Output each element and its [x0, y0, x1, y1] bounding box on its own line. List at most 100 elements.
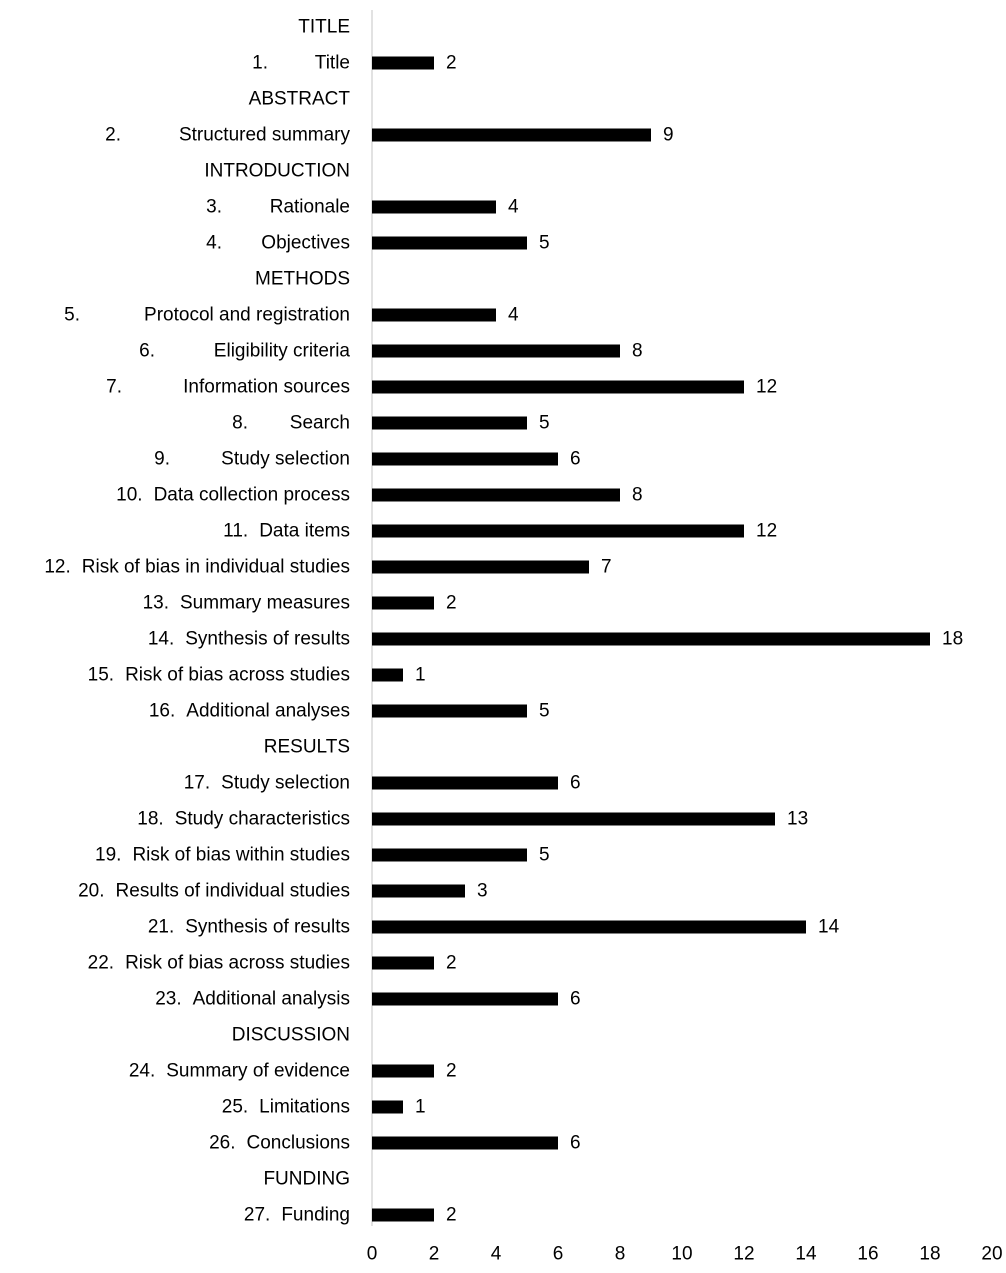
item-label: Risk of bias across studies [125, 953, 350, 974]
bar [372, 1208, 434, 1222]
item-number: 21. [148, 917, 174, 938]
item-label: Conclusions [247, 1133, 351, 1154]
item-number: 17. [184, 773, 210, 794]
item-number: 1. [252, 53, 268, 74]
section-header: DISCUSSION [232, 1025, 350, 1046]
bar [372, 668, 403, 682]
data-label: 4 [508, 305, 519, 326]
data-label: 8 [632, 485, 643, 506]
item-number: 4. [206, 233, 222, 254]
bar [372, 1136, 558, 1150]
bar [372, 56, 434, 70]
bar [372, 632, 930, 646]
item-label: Protocol and registration [144, 305, 350, 326]
x-tick-label: 12 [733, 1244, 754, 1265]
item-label: Study selection [221, 449, 350, 470]
item-label: Data collection process [154, 485, 350, 506]
data-label: 2 [446, 53, 457, 74]
item-number: 26. [209, 1133, 235, 1154]
item-label: Study selection [221, 773, 350, 794]
data-label: 2 [446, 953, 457, 974]
item-number: 12. [44, 557, 70, 578]
x-tick-label: 2 [429, 1244, 440, 1265]
item-label: Funding [281, 1205, 350, 1226]
x-tick-label: 20 [981, 1244, 1002, 1265]
item-number: 8. [232, 413, 248, 434]
item-number: 25. [222, 1097, 248, 1118]
item-label: Synthesis of results [185, 629, 350, 650]
item-number: 10. [116, 485, 142, 506]
section-header: METHODS [255, 269, 350, 290]
item-number: 23. [155, 989, 181, 1010]
bar [372, 812, 775, 826]
bar [372, 956, 434, 970]
data-label: 8 [632, 341, 643, 362]
item-label: Risk of bias across studies [125, 665, 350, 686]
bar [372, 488, 620, 502]
item-number: 2. [105, 125, 121, 146]
bar [372, 1064, 434, 1078]
item-label: Risk of bias within studies [132, 845, 350, 866]
bar [372, 416, 527, 430]
item-label: Structured summary [179, 125, 351, 146]
data-label: 6 [570, 989, 581, 1010]
bar [372, 308, 496, 322]
data-label: 6 [570, 1133, 581, 1154]
bar [372, 128, 651, 142]
data-label: 12 [756, 377, 777, 398]
item-number: 3. [206, 197, 222, 218]
section-header: ABSTRACT [249, 89, 351, 110]
bar [372, 1100, 403, 1114]
bar [372, 344, 620, 358]
data-label: 5 [539, 701, 550, 722]
bar [372, 596, 434, 610]
data-label: 1 [415, 1097, 426, 1118]
data-label: 2 [446, 1061, 457, 1082]
item-label: Study characteristics [175, 809, 350, 830]
data-label: 13 [787, 809, 808, 830]
x-tick-label: 18 [919, 1244, 940, 1265]
item-label: Search [290, 413, 350, 434]
item-number: 16. [149, 701, 175, 722]
item-label: Additional analyses [186, 701, 350, 722]
section-header: RESULTS [264, 737, 350, 758]
item-label: Objectives [261, 233, 350, 254]
bar [372, 524, 744, 538]
x-tick-label: 4 [491, 1244, 502, 1265]
data-label: 5 [539, 413, 550, 434]
item-number: 27. [244, 1205, 270, 1226]
bar [372, 776, 558, 790]
item-label: Information sources [183, 377, 350, 398]
bar [372, 920, 806, 934]
item-label: Risk of bias in individual studies [82, 557, 350, 578]
item-label: Title [315, 53, 350, 74]
data-label: 18 [942, 629, 963, 650]
bar [372, 200, 496, 214]
item-number: 11. [223, 521, 248, 542]
item-label: Data items [259, 521, 350, 542]
section-header: FUNDING [263, 1169, 350, 1190]
item-number: 20. [78, 881, 104, 902]
item-label: Additional analysis [193, 989, 350, 1010]
data-label: 9 [663, 125, 674, 146]
section-header: INTRODUCTION [204, 161, 350, 182]
item-number: 15. [88, 665, 114, 686]
item-label: Rationale [270, 197, 350, 218]
data-label: 3 [477, 881, 488, 902]
data-label: 4 [508, 197, 519, 218]
x-axis-ticks: 0 2 4 6 8 10 12 14 16 18 20 [367, 1244, 1003, 1265]
bar [372, 884, 465, 898]
bar [372, 380, 744, 394]
item-number: 14. [148, 629, 174, 650]
item-number: 5. [64, 305, 80, 326]
data-label: 6 [570, 449, 581, 470]
x-tick-label: 0 [367, 1244, 378, 1265]
x-tick-label: 6 [553, 1244, 564, 1265]
data-label: 5 [539, 233, 550, 254]
item-label: Eligibility criteria [214, 341, 351, 362]
data-label: 1 [415, 665, 426, 686]
item-label: Results of individual studies [116, 881, 350, 902]
x-tick-label: 14 [795, 1244, 817, 1265]
